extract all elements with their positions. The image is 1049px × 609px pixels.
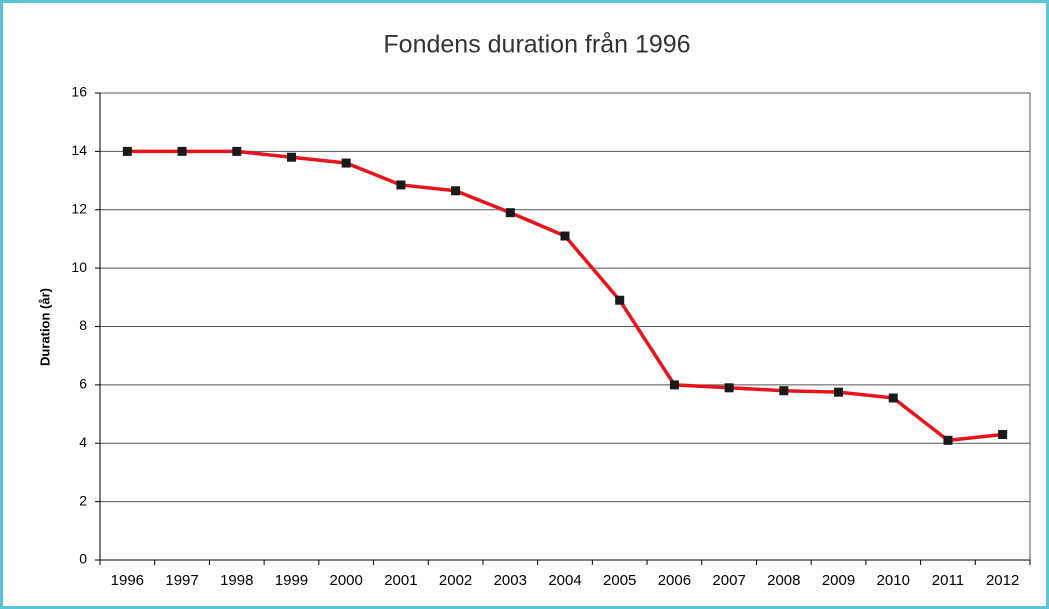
marker <box>834 387 844 397</box>
x-tick-label: 2002 <box>439 572 472 589</box>
marker <box>177 146 187 156</box>
chart-title: Fondens duration från 1996 <box>383 31 690 59</box>
marker <box>122 146 132 156</box>
x-tick-label: 2001 <box>384 572 417 589</box>
marker <box>724 383 734 393</box>
x-tick-label: 2012 <box>986 572 1019 589</box>
y-axis-label: Duration (år) <box>37 288 52 366</box>
x-tick-label: 2011 <box>932 572 964 589</box>
x-tick-label: 1999 <box>275 572 308 589</box>
marker <box>888 393 898 403</box>
marker <box>943 435 953 445</box>
marker <box>998 429 1008 439</box>
x-tick-label: 2010 <box>877 572 910 589</box>
x-tick-label: 2008 <box>767 572 800 589</box>
y-tick-label: 14 <box>71 142 87 158</box>
x-tick-label: 2005 <box>603 572 636 589</box>
marker <box>396 180 406 190</box>
x-tick-label: 2006 <box>658 572 691 589</box>
y-tick-label: 12 <box>71 200 87 216</box>
y-tick-label: 4 <box>79 434 87 450</box>
y-tick-label: 0 <box>79 551 87 567</box>
y-tick-label: 8 <box>79 317 87 333</box>
marker <box>451 186 461 196</box>
marker <box>505 208 515 218</box>
y-tick-label: 6 <box>79 376 87 392</box>
x-tick-label: 1996 <box>111 572 144 589</box>
x-tick-label: 2003 <box>494 572 527 589</box>
y-tick-label: 16 <box>71 84 87 100</box>
marker <box>341 158 351 168</box>
marker <box>560 231 570 241</box>
y-tick-label: 2 <box>79 492 87 508</box>
x-tick-label: 1998 <box>220 572 253 589</box>
x-tick-label: 2004 <box>548 572 581 589</box>
x-tick-label: 2007 <box>712 572 745 589</box>
marker <box>232 146 242 156</box>
marker <box>286 152 296 162</box>
marker <box>669 380 679 390</box>
x-tick-label: 2000 <box>329 572 362 589</box>
marker <box>615 295 625 305</box>
marker <box>779 386 789 396</box>
y-tick-label: 10 <box>71 259 87 275</box>
x-tick-label: 2009 <box>822 572 855 589</box>
x-tick-label: 1997 <box>165 572 198 589</box>
